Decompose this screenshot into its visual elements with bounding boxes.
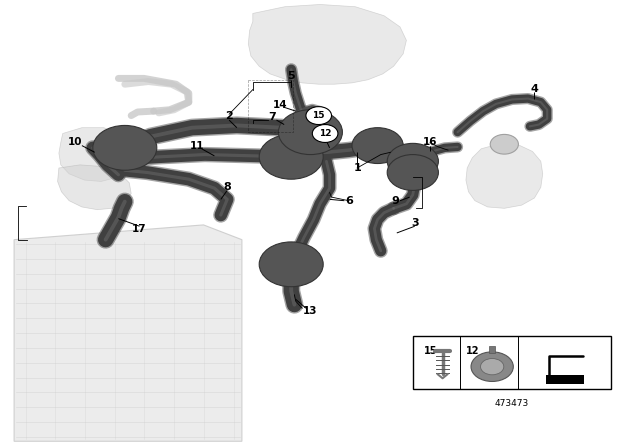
Text: 15: 15 — [312, 111, 325, 120]
Circle shape — [306, 107, 332, 125]
Circle shape — [278, 110, 342, 155]
Circle shape — [352, 128, 403, 164]
Text: 3: 3 — [411, 218, 419, 228]
Text: 4: 4 — [531, 84, 538, 94]
Polygon shape — [58, 165, 131, 210]
Text: 8: 8 — [223, 182, 231, 192]
Text: 9: 9 — [392, 196, 399, 206]
Text: 12: 12 — [466, 346, 479, 356]
Bar — [413, 336, 611, 389]
Text: 1: 1 — [353, 163, 361, 173]
Polygon shape — [59, 128, 133, 181]
Text: 6: 6 — [345, 196, 353, 206]
Text: 16: 16 — [423, 138, 437, 147]
Circle shape — [481, 358, 504, 375]
Circle shape — [259, 134, 323, 179]
Polygon shape — [14, 225, 242, 441]
Bar — [489, 346, 495, 353]
Circle shape — [259, 242, 323, 287]
Text: 7: 7 — [268, 112, 276, 122]
Text: 17: 17 — [132, 224, 147, 234]
Text: 14: 14 — [273, 100, 287, 110]
Circle shape — [490, 134, 518, 154]
Text: 15: 15 — [424, 346, 438, 356]
Text: 13: 13 — [303, 306, 317, 316]
Text: 473473: 473473 — [495, 399, 529, 408]
Polygon shape — [248, 4, 406, 84]
Text: 10: 10 — [68, 138, 83, 147]
Text: 2: 2 — [225, 111, 233, 121]
Circle shape — [93, 125, 157, 170]
Text: 12: 12 — [319, 129, 332, 138]
Circle shape — [471, 352, 513, 381]
Text: 11: 11 — [190, 141, 204, 151]
Circle shape — [387, 155, 438, 190]
Text: 5: 5 — [287, 71, 295, 81]
Circle shape — [312, 125, 338, 142]
Bar — [545, 375, 584, 384]
Circle shape — [387, 143, 438, 179]
Polygon shape — [466, 144, 543, 208]
